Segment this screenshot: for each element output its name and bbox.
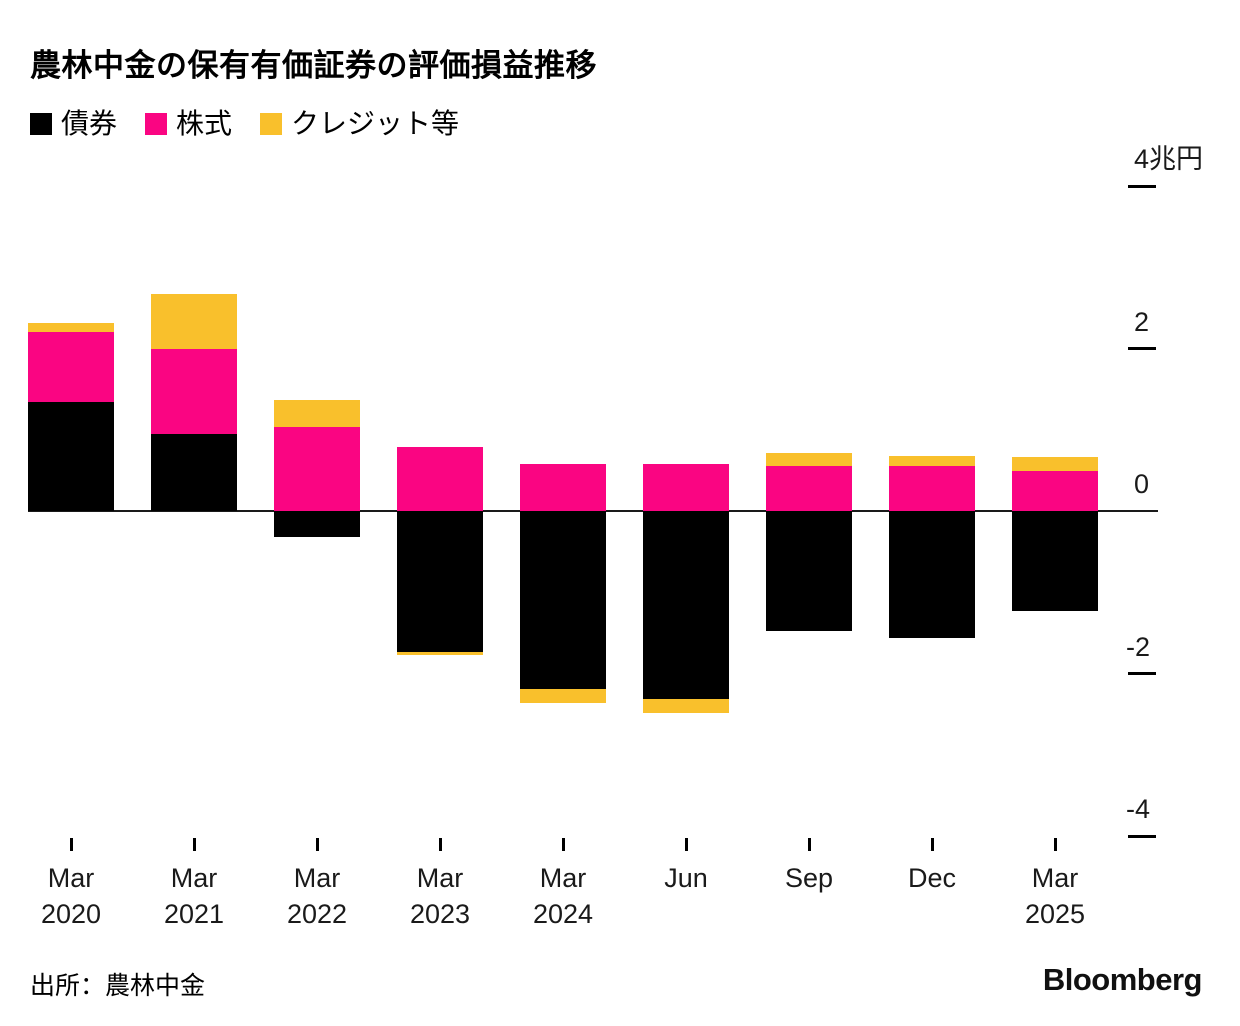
bar-segment-credit [520,688,606,703]
x-label-month: Dec [907,863,956,893]
x-tick-dash [1053,838,1057,851]
x-tick-dash [315,838,319,851]
legend-label-credit: クレジット等 [291,108,460,139]
bar-segment-bonds [1012,511,1098,611]
bar-segment-credit [643,698,729,713]
y-tick-label: 0 [1134,469,1150,499]
bar-segment-stocks [766,466,852,511]
x-label-month: Mar [416,863,464,893]
x-tick-dash [438,838,442,851]
x-label-month: Jun [664,863,708,893]
x-label-month: Mar [1031,863,1079,893]
source-note: 出所：農林中金 [30,972,206,1000]
legend-label-stocks: 株式 [176,108,233,139]
x-axis-label: Mar 2022 [256,861,378,932]
bar-segment-credit [151,294,237,349]
x-tick-dash [684,838,688,851]
legend-item-stocks: 株式 [145,110,232,138]
x-label-month: Sep [784,863,834,893]
bar-segment-bonds [397,511,483,652]
bar-segment-stocks [889,465,975,511]
y-tick-label: 2 [1134,306,1150,337]
x-axis-label: Mar 2025 [994,861,1116,932]
x-axis-label: Dec [871,861,993,897]
chart-title: 農林中金の保有有価証券の評価損益推移 [30,48,597,83]
legend-swatch-credit [260,113,283,135]
x-label-year: 2025 [1024,898,1086,929]
x-label-year: 2021 [163,898,225,929]
x-label-year: 2022 [286,898,348,929]
bar-segment-stocks [151,348,237,434]
bar-segment-stocks [1012,471,1098,511]
x-label-month: Mar [47,863,95,893]
x-axis-label: Mar 2024 [502,861,624,932]
y-tick-label: 4兆円 [1134,144,1204,174]
legend-swatch-stocks [145,113,168,135]
bloomberg-logo: Bloomberg [1042,962,1203,997]
bar-segment-bonds [520,511,606,689]
bar-segment-credit [274,399,360,427]
x-tick-dash [807,838,811,851]
x-label-year: 2020 [40,898,102,929]
bar-segment-stocks [397,446,483,511]
y-tick-dash [1128,184,1156,188]
legend-item-credit: クレジット等 [260,110,459,138]
x-tick-dash [192,838,196,851]
bar-segment-bonds [274,511,360,537]
legend-item-bonds: 債券 [30,110,117,138]
y-tick-dash [1128,834,1156,838]
bar-segment-credit [766,453,852,467]
y-tick-dash [1128,347,1156,350]
x-label-month: Mar [170,863,218,893]
legend-swatch-bonds [30,113,52,135]
y-tick-dash [1128,672,1156,675]
bar-segment-credit [889,455,975,466]
bar-segment-stocks [643,463,729,511]
x-label-month: Mar [539,863,587,893]
bar-segment-stocks [520,463,606,511]
bar-segment-bonds [766,511,852,632]
bar-segment-bonds [28,402,114,511]
x-tick-dash [930,838,934,851]
x-axis-label: Sep [748,861,870,897]
x-tick-dash [561,838,565,851]
x-axis-label: Jun [625,861,747,897]
bar-segment-bonds [151,433,237,511]
x-axis-label: Mar 2021 [133,861,255,932]
x-label-month: Mar [293,863,341,893]
bar-segment-bonds [889,511,975,638]
bar-segment-credit [397,651,483,655]
y-tick-label: -2 [1126,631,1151,662]
bar-segment-credit [1012,456,1098,472]
x-label-year: 2023 [409,898,471,929]
bar-segment-stocks [28,332,114,403]
x-label-year: 2024 [532,898,594,929]
y-tick-label: -4 [1126,794,1151,824]
bar-segment-bonds [643,511,729,699]
bar-segment-credit [28,322,114,333]
legend: 債券 株式 クレジット等 [30,110,459,138]
x-axis-label: Mar 2023 [379,861,501,932]
legend-label-bonds: 債券 [61,108,118,139]
bar-segment-stocks [274,426,360,511]
x-tick-dash [69,838,73,851]
x-axis-label: Mar 2020 [10,861,132,932]
